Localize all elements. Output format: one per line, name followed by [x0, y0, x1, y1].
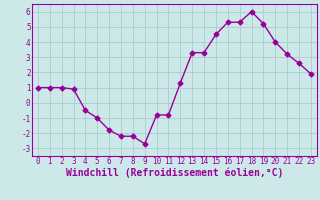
- X-axis label: Windchill (Refroidissement éolien,°C): Windchill (Refroidissement éolien,°C): [66, 168, 283, 178]
